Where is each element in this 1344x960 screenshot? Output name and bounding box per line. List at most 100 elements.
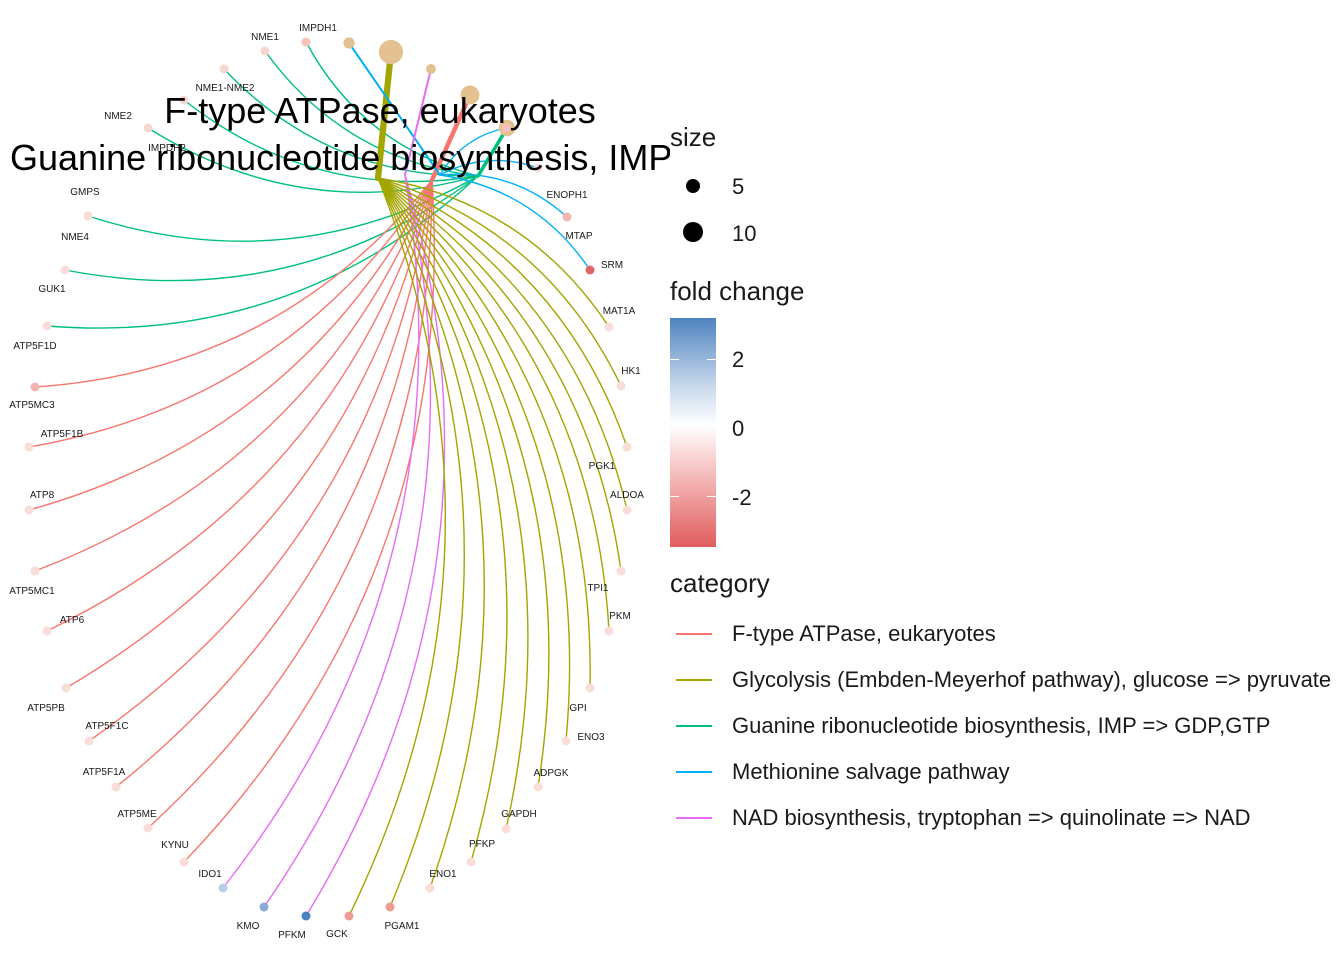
gene-label-impdh1: IMPDH1 bbox=[299, 23, 337, 34]
edge-pfkm bbox=[348, 177, 447, 917]
gene-label-atp8: ATP8 bbox=[30, 490, 55, 501]
gene-label-enoph1: ENOPH1 bbox=[546, 190, 588, 201]
gene-label-atp5f1b: ATP5F1B bbox=[41, 429, 84, 440]
gene-node-pgk1 bbox=[616, 381, 626, 391]
gene-label-ido1: IDO1 bbox=[198, 869, 222, 880]
gene-node-impdh1 bbox=[301, 37, 311, 47]
gene-node-eno3 bbox=[585, 683, 595, 693]
gene-node-hk1 bbox=[604, 322, 614, 332]
gene-label-nme4: NME4 bbox=[61, 232, 89, 243]
gene-label-eno1: ENO1 bbox=[429, 869, 457, 880]
gene-node-nme2 bbox=[143, 123, 153, 133]
category-swatch-3 bbox=[676, 771, 712, 773]
edge-pgk1 bbox=[377, 177, 622, 387]
edge-gpi bbox=[377, 177, 610, 632]
gene-node-nme1 bbox=[260, 46, 270, 56]
edge-eno1 bbox=[377, 177, 508, 863]
gene-node-tpi1 bbox=[622, 505, 632, 515]
fold-change-tick-2: 2 bbox=[732, 347, 745, 372]
edge-atp5f1a bbox=[147, 179, 433, 829]
gene-label-atp5pb: ATP5PB bbox=[27, 703, 65, 714]
gene-label-nme1: NME1 bbox=[251, 32, 279, 43]
edge-atp5pb bbox=[88, 179, 433, 742]
node-layer: IMPDH1 NME1 NME1-NME2 NME2 IMPDH2 GMPS NME4 GUK… bbox=[9, 23, 644, 941]
gene-label-gmps: GMPS bbox=[70, 187, 100, 198]
gene-label-pfkm: PFKM bbox=[278, 930, 306, 941]
gene-label-impdh2: IMPDH2 bbox=[148, 143, 186, 154]
edge-hk1 bbox=[377, 177, 610, 328]
gene-label-eno3: ENO3 bbox=[577, 732, 605, 743]
category-bundle-3 bbox=[348, 42, 441, 176]
size-legend-title: size bbox=[670, 122, 717, 152]
gene-node-atp5me bbox=[179, 857, 189, 867]
legend-panel: size 5 10 fold change 2 0 -2 category F-… bbox=[670, 0, 1344, 960]
gene-label-gpi: GPI bbox=[569, 703, 586, 714]
edge-mat1a bbox=[439, 174, 591, 271]
gene-node-srm bbox=[562, 212, 572, 222]
edge-pfkp bbox=[377, 177, 529, 830]
size-legend-dot-small bbox=[686, 179, 700, 193]
gene-label-hk1: HK1 bbox=[621, 366, 641, 377]
gene-node-gmps bbox=[83, 211, 93, 221]
fold-change-colorbar bbox=[670, 318, 716, 547]
gene-label-tpi1: TPI1 bbox=[587, 583, 609, 594]
edge-kynu bbox=[222, 174, 420, 889]
category-node-3 bbox=[343, 37, 355, 49]
gene-label-atp5f1a: ATP5F1A bbox=[83, 767, 126, 778]
category-legend-title: category bbox=[670, 568, 770, 598]
edge-atp6 bbox=[65, 179, 433, 689]
edge-eno3 bbox=[377, 177, 591, 689]
edge-nme1 bbox=[264, 50, 479, 177]
category-bundle-4 bbox=[404, 68, 432, 176]
gene-node-atp5f1b bbox=[24, 505, 34, 515]
gene-label-atp5f1d: ATP5F1D bbox=[13, 341, 56, 352]
edge-atp5f1d bbox=[34, 179, 433, 388]
edge-pgam1 bbox=[377, 177, 485, 889]
edge-gck bbox=[377, 177, 465, 908]
edge-pkm bbox=[377, 177, 622, 572]
gene-node-adpgk bbox=[561, 736, 571, 746]
gene-node-atp5mc3 bbox=[24, 442, 34, 452]
edge-atp5f1c bbox=[115, 179, 433, 788]
category-title-0: F-type ATPase, eukaryotes bbox=[164, 90, 596, 131]
edge-atp5mc1 bbox=[46, 179, 433, 632]
gene-node-gapdh bbox=[533, 782, 543, 792]
edge-atp5mc3 bbox=[28, 179, 433, 448]
gene-label-gapdh: GAPDH bbox=[501, 809, 537, 820]
gene-label-aldoa: ALDOA bbox=[610, 490, 644, 501]
gene-node-pfkm bbox=[344, 911, 354, 921]
category-label-2: Guanine ribonucleotide biosynthesis, IMP… bbox=[732, 713, 1271, 738]
edge-nme4 bbox=[64, 175, 479, 282]
gene-node-kynu bbox=[218, 883, 228, 893]
size-legend-dot-large bbox=[683, 222, 703, 242]
gene-label-atp5f1c: ATP5F1C bbox=[85, 721, 128, 732]
edge-kmo bbox=[305, 174, 446, 917]
category-bundle-1 bbox=[374, 48, 395, 182]
edge-atp8 bbox=[34, 179, 433, 572]
gene-label-guk1: GUK1 bbox=[38, 284, 66, 295]
gene-node-mat1a bbox=[585, 265, 595, 275]
category-node-0 bbox=[460, 85, 480, 105]
category-swatch-4 bbox=[676, 817, 712, 819]
gene-label-mat1a: MAT1A bbox=[603, 306, 636, 317]
gene-node-atp5mc1 bbox=[42, 626, 52, 636]
gene-label-atp5me: ATP5ME bbox=[117, 809, 157, 820]
gene-node-aldoa bbox=[622, 442, 632, 452]
edge-impdh1 bbox=[305, 41, 479, 177]
gene-label-gck: GCK bbox=[326, 929, 348, 940]
category-swatch-0 bbox=[676, 633, 712, 635]
gene-label-pgk1: PGK1 bbox=[589, 461, 616, 472]
category-label-0: F-type ATPase, eukaryotes bbox=[732, 621, 996, 646]
category-label-1: Glycolysis (Embden-Meyerhof pathway), gl… bbox=[732, 667, 1332, 692]
category-label-4: NAD biosynthesis, tryptophan => quinolin… bbox=[732, 805, 1251, 830]
category-title-1: Guanine ribonucleotide biosynthesis, IMP… bbox=[10, 137, 670, 178]
edge-ido1 bbox=[263, 174, 432, 908]
category-label-3: Methionine salvage pathway bbox=[732, 759, 1010, 784]
edge-aldoa bbox=[377, 177, 628, 448]
gene-node-ido1 bbox=[259, 902, 269, 912]
network-diagram: IMPDH1 NME1 NME1-NME2 NME2 IMPDH2 GMPS NME4 GUK… bbox=[9, 23, 670, 941]
edge-enoph1 bbox=[439, 127, 507, 176]
category-bundle-0 bbox=[429, 92, 473, 183]
gene-node-atp5f1a bbox=[143, 823, 153, 833]
category-node-1 bbox=[378, 39, 404, 65]
